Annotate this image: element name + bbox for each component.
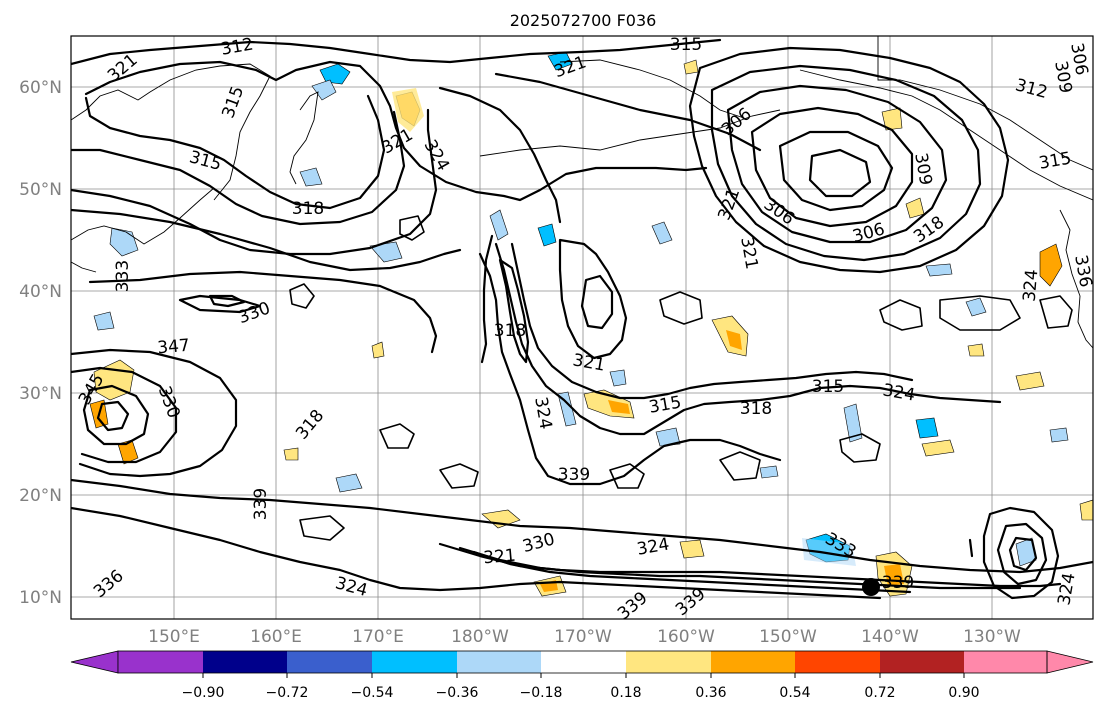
map-frame bbox=[70, 35, 1094, 620]
lon-label: 150°E bbox=[148, 627, 200, 647]
colorbar-segment bbox=[372, 651, 457, 673]
lon-label: 170°E bbox=[352, 627, 404, 647]
lat-label: 40°N bbox=[19, 282, 62, 302]
contour-label: 315 bbox=[812, 377, 844, 397]
contour-label: 336 bbox=[1070, 253, 1095, 288]
lat-label: 20°N bbox=[19, 486, 62, 506]
colorbar-tick-label: −0.90 bbox=[182, 685, 225, 701]
lon-label: 160°E bbox=[250, 627, 302, 647]
colorbar-segment bbox=[118, 651, 203, 673]
colorbar-segment bbox=[457, 651, 541, 673]
contour-label: 321 bbox=[483, 546, 517, 569]
contour-label: 339 bbox=[882, 573, 914, 593]
contour-label: 318 bbox=[292, 199, 324, 219]
latitude-labels: 60°N 50°N 40°N 30°N 20°N 10°N bbox=[19, 78, 62, 608]
colorbar-min-extend bbox=[70, 650, 119, 674]
colorbar-segment bbox=[203, 651, 287, 673]
lon-label: 140°W bbox=[861, 627, 919, 647]
colorbar-segment bbox=[880, 651, 964, 673]
contour-label: 347 bbox=[157, 336, 191, 359]
colorbar-tick-label: −0.72 bbox=[266, 685, 309, 701]
lon-label: 180°W bbox=[451, 627, 509, 647]
colorbar-segment bbox=[541, 651, 626, 673]
colorbar-tick-label: 0.90 bbox=[948, 685, 979, 701]
contour-label: 339 bbox=[558, 465, 590, 485]
colorbar-segment bbox=[711, 651, 795, 673]
colorbar-segment bbox=[626, 651, 711, 673]
contour-label: 339 bbox=[251, 488, 271, 520]
lon-label: 170°W bbox=[554, 627, 612, 647]
colorbar: −0.90 −0.72 −0.54 −0.36 −0.18 0.18 0.36 … bbox=[70, 650, 1094, 701]
contours bbox=[71, 38, 1093, 600]
colorbar-tick-label: −0.54 bbox=[351, 685, 394, 701]
lon-label: 130°W bbox=[963, 627, 1021, 647]
coastlines bbox=[71, 36, 1093, 349]
lat-label: 60°N bbox=[19, 78, 62, 98]
colorbar-segment bbox=[964, 651, 1047, 673]
lon-label: 160°W bbox=[657, 627, 715, 647]
lat-label: 30°N bbox=[19, 384, 62, 404]
colorbar-max-extend bbox=[1046, 650, 1094, 674]
colorbar-tick-label: 0.54 bbox=[779, 685, 810, 701]
map-area: 312 321 315 315 321 324 315 318 321 306 … bbox=[71, 34, 1095, 619]
colorbar-tick-label: 0.18 bbox=[610, 685, 641, 701]
longitude-labels: 150°E 160°E 170°E 180°W 170°W 160°W 150°… bbox=[148, 627, 1021, 647]
contour-label: 312 bbox=[219, 34, 254, 59]
contour-label: 333 bbox=[113, 260, 133, 292]
colorbar-segment bbox=[287, 651, 372, 673]
map-title: 2025072700 F036 bbox=[510, 11, 657, 30]
colorbar-tick-label: 0.72 bbox=[864, 685, 895, 701]
storm-center-marker bbox=[862, 578, 880, 596]
lat-label: 50°N bbox=[19, 180, 62, 200]
contour-label: 315 bbox=[670, 35, 702, 55]
contour-label: 318 bbox=[740, 399, 772, 419]
colorbar-tick-label: −0.18 bbox=[520, 685, 563, 701]
colorbar-tick-label: 0.36 bbox=[695, 685, 726, 701]
colorbar-tick-label: −0.36 bbox=[436, 685, 479, 701]
lon-label: 150°W bbox=[759, 627, 817, 647]
contour-label: 318 bbox=[494, 321, 526, 341]
contour-label: 324 bbox=[1020, 269, 1043, 303]
colorbar-segment bbox=[795, 651, 880, 673]
lat-label: 10°N bbox=[19, 588, 62, 608]
